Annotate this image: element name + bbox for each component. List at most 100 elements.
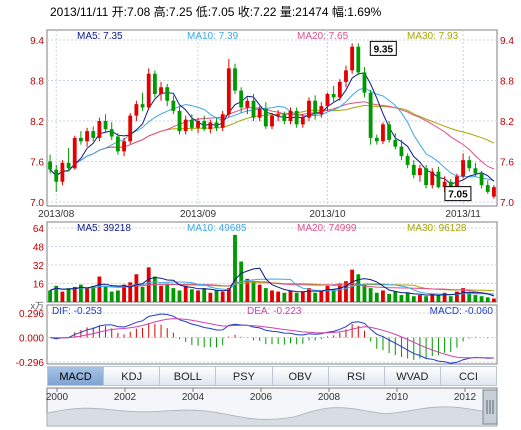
candle-body (405, 156, 410, 165)
low-label: 低: (195, 5, 212, 19)
candle-body (239, 90, 244, 108)
volume-panel (46, 221, 498, 303)
volume-bar (492, 298, 496, 302)
candle-body (374, 137, 379, 142)
volume-bar (140, 286, 145, 302)
price-x-tick: 2013/11 (445, 209, 481, 220)
volume-bar (485, 297, 490, 302)
volume-bar (177, 290, 182, 302)
tab-kdj[interactable]: KDJ (104, 366, 161, 386)
candle-body (122, 141, 126, 152)
min-price-label: 7.05 (448, 190, 468, 201)
high-label: 高: (153, 5, 170, 19)
candle-body (54, 169, 59, 182)
dea-legend: DEA: -0.223 (247, 306, 302, 317)
volume-bar (368, 288, 373, 302)
volume-bar (399, 295, 404, 302)
volume-y-tick: 16 (33, 280, 45, 291)
candle-body (159, 87, 163, 94)
tab-macd[interactable]: MACD (47, 366, 105, 386)
volume-bar (214, 290, 219, 302)
price-y-tick-left: 8.8 (30, 77, 44, 88)
volume-bar (159, 285, 163, 302)
navigator-x-tick: 2008 (318, 392, 341, 403)
max-price-box (369, 40, 397, 56)
volume-bar (381, 290, 385, 302)
tab-rsi[interactable]: RSI (328, 366, 385, 386)
candle-body (109, 129, 114, 137)
candle-body (177, 110, 182, 132)
candle-body (270, 115, 274, 127)
candle-body (97, 121, 102, 138)
volume-unit: x万 (30, 301, 44, 311)
candle-body (220, 114, 225, 128)
volume-bar (337, 283, 342, 302)
candle-body (356, 46, 361, 73)
candle-body (257, 108, 262, 118)
tab-obv[interactable]: OBV (272, 366, 329, 386)
volume-bar (356, 274, 361, 302)
candle-body (368, 92, 373, 138)
volume-bar (387, 293, 392, 302)
price-y-tick-left: 7.0 (30, 198, 44, 209)
candle-body (325, 94, 330, 107)
candle-body (393, 139, 398, 147)
candle-body (307, 100, 311, 118)
price-y-tick-right: 9.4 (500, 36, 514, 47)
navigator-x-tick: 2002 (114, 392, 137, 403)
volume-bar (436, 295, 441, 302)
volume-bar (461, 288, 466, 302)
volume-legend-item: MA30: 96128 (407, 223, 467, 234)
candle-body (85, 131, 89, 142)
open-value: 7.08 (126, 5, 151, 19)
close-value: 7.22 (253, 5, 277, 19)
volume-bar (479, 296, 484, 302)
tab-psy[interactable]: PSY (216, 366, 273, 386)
candle-body (485, 185, 490, 192)
candle-body (134, 104, 139, 116)
volume-bar (91, 285, 96, 302)
volume-y-tick: 32 (33, 261, 45, 272)
candle-body (313, 100, 318, 115)
volume-bar (300, 291, 305, 302)
volume-bar (282, 292, 287, 302)
change-label: 幅: (331, 5, 348, 19)
volume-bar (171, 288, 176, 302)
candle-body (276, 114, 281, 116)
candle-body (140, 104, 145, 108)
price-y-tick-left: 7.6 (30, 158, 44, 169)
candle-body (208, 122, 213, 130)
volume-bar (78, 284, 83, 302)
price-y-tick-left: 9.4 (30, 36, 44, 47)
macd-panel (46, 304, 498, 365)
tab-boll[interactable]: BOLL (160, 366, 217, 386)
candle-body (381, 124, 385, 142)
volume-bar (115, 290, 120, 302)
tab-cci[interactable]: CCI (440, 366, 497, 386)
volume-bar (72, 286, 77, 302)
volume-bar (208, 292, 213, 302)
candle-body (66, 162, 71, 169)
volume-bar (430, 293, 435, 302)
volume-bar (251, 281, 256, 302)
volume-label: 量: (279, 5, 296, 19)
candle-body (91, 131, 96, 138)
volume-bar (448, 296, 453, 302)
candle-body (72, 137, 77, 169)
volume-bar (85, 288, 89, 302)
candle-body (60, 162, 65, 182)
candle-body (196, 121, 200, 128)
close-label: 收: (237, 5, 254, 19)
change-value: 1.69% (347, 5, 382, 19)
volume-bar (467, 292, 472, 302)
tab-wvad[interactable]: WVAD (384, 366, 441, 386)
candle-body (183, 119, 188, 132)
candle-body (251, 100, 256, 118)
macd-y-tick: 0.296 (19, 309, 44, 320)
candle-body (411, 164, 416, 175)
volume-bar (54, 285, 59, 302)
macd-legend: MACD: -0.060 (430, 306, 494, 317)
candle-body (337, 81, 342, 98)
volume-bar (152, 276, 157, 302)
candle-body (461, 160, 466, 177)
